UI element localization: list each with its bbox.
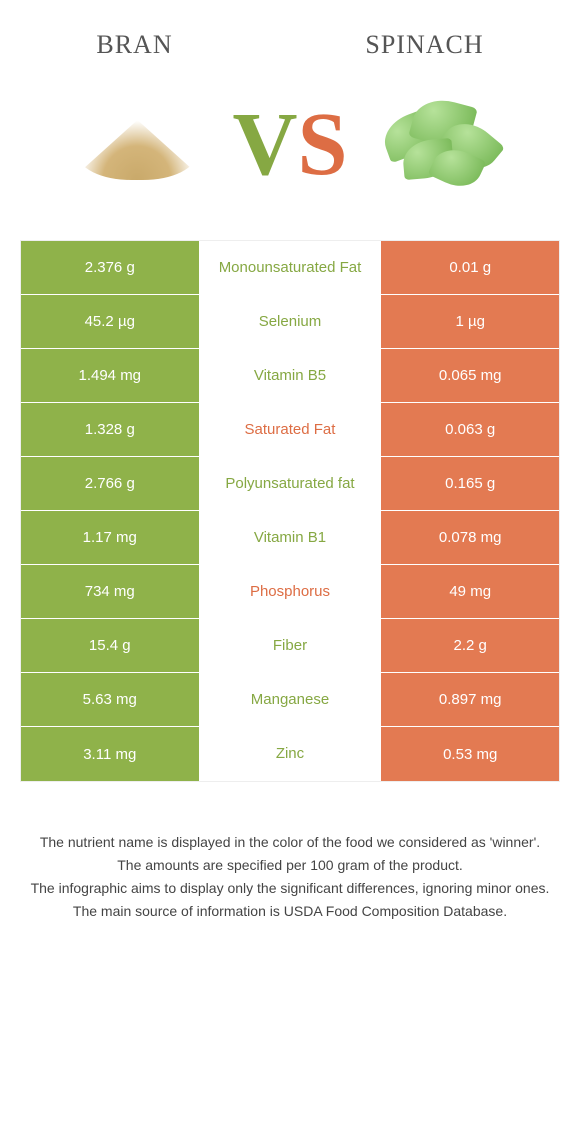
table-row: 45.2 µgSelenium1 µg (21, 295, 559, 349)
nutrient-label-cell: Selenium (199, 295, 382, 348)
spinach-image (368, 90, 518, 200)
nutrient-label-cell: Phosphorus (199, 565, 382, 618)
vs-label: V S (232, 100, 347, 190)
left-value-cell: 1.328 g (21, 403, 199, 456)
footer-line: The amounts are specified per 100 gram o… (30, 855, 550, 876)
table-row: 1.328 gSaturated Fat0.063 g (21, 403, 559, 457)
right-value-cell: 0.165 g (381, 457, 559, 510)
vs-s: S (297, 100, 347, 190)
footer-line: The main source of information is USDA F… (30, 901, 550, 922)
hero-row: V S (0, 90, 580, 200)
right-value-cell: 49 mg (381, 565, 559, 618)
nutrient-label-cell: Vitamin B5 (199, 349, 382, 402)
nutrient-label-cell: Manganese (199, 673, 382, 726)
nutrient-label-cell: Monounsaturated Fat (199, 241, 382, 294)
footer-line: The infographic aims to display only the… (30, 878, 550, 899)
left-value-cell: 2.376 g (21, 241, 199, 294)
left-value-cell: 2.766 g (21, 457, 199, 510)
bran-image (62, 90, 212, 200)
nutrient-table: 2.376 gMonounsaturated Fat0.01 g45.2 µgS… (20, 240, 560, 782)
title-row: Bran Spinach (0, 30, 580, 60)
right-value-cell: 1 µg (381, 295, 559, 348)
table-row: 2.766 gPolyunsaturated fat0.165 g (21, 457, 559, 511)
table-row: 15.4 gFiber2.2 g (21, 619, 559, 673)
left-value-cell: 5.63 mg (21, 673, 199, 726)
nutrient-label-cell: Saturated Fat (199, 403, 382, 456)
right-value-cell: 0.065 mg (381, 349, 559, 402)
right-value-cell: 0.078 mg (381, 511, 559, 564)
nutrient-label-cell: Fiber (199, 619, 382, 672)
table-row: 1.17 mgVitamin B10.078 mg (21, 511, 559, 565)
right-value-cell: 0.897 mg (381, 673, 559, 726)
right-value-cell: 0.063 g (381, 403, 559, 456)
left-food-title: Bran (96, 30, 172, 60)
table-row: 5.63 mgManganese0.897 mg (21, 673, 559, 727)
left-value-cell: 1.17 mg (21, 511, 199, 564)
table-row: 734 mgPhosphorus49 mg (21, 565, 559, 619)
vs-v: V (232, 100, 297, 190)
right-value-cell: 2.2 g (381, 619, 559, 672)
table-row: 2.376 gMonounsaturated Fat0.01 g (21, 241, 559, 295)
right-food-title: Spinach (365, 30, 483, 60)
left-value-cell: 1.494 mg (21, 349, 199, 402)
nutrient-label-cell: Polyunsaturated fat (199, 457, 382, 510)
right-value-cell: 0.53 mg (381, 727, 559, 781)
table-row: 1.494 mgVitamin B50.065 mg (21, 349, 559, 403)
footer-line: The nutrient name is displayed in the co… (30, 832, 550, 853)
left-value-cell: 734 mg (21, 565, 199, 618)
nutrient-label-cell: Vitamin B1 (199, 511, 382, 564)
footer-notes: The nutrient name is displayed in the co… (30, 832, 550, 922)
left-value-cell: 15.4 g (21, 619, 199, 672)
table-row: 3.11 mgZinc0.53 mg (21, 727, 559, 781)
nutrient-label-cell: Zinc (199, 727, 382, 781)
left-value-cell: 45.2 µg (21, 295, 199, 348)
left-value-cell: 3.11 mg (21, 727, 199, 781)
right-value-cell: 0.01 g (381, 241, 559, 294)
